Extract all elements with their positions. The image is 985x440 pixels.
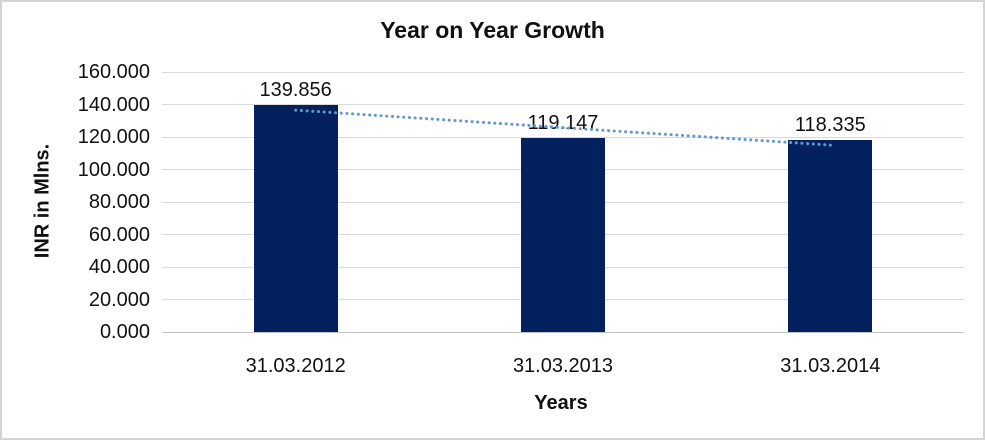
bar-value-label: 118.335 [794,113,866,136]
y-tick-label: 160.000 [77,61,150,83]
bar-31.03.2014 [788,139,873,332]
bar-31.03.2013 [521,138,605,332]
gridline [162,71,964,73]
y-tick-label: 140.000 [77,93,150,116]
y-tick-label: 100.000 [77,158,150,181]
x-tick-label: 31.03.2014 [780,355,881,377]
gridline [162,104,964,105]
chart-title: Year on Year Growth [380,17,605,43]
bar-value-label: 139.856 [259,78,332,101]
bar-31.03.2012 [253,104,338,332]
x-axis-title: Years [534,392,588,414]
y-tick-label: 40.000 [88,256,150,278]
plot-area: 139.856 119.147 118.335 [162,71,964,333]
y-tick-label: 120.000 [77,126,150,148]
y-tick-label: 20.000 [88,288,150,311]
y-tick-label: 60.000 [88,223,150,246]
x-tick-label: 31.03.2012 [245,355,346,377]
y-tick-label: 80.000 [88,191,150,213]
bar-value-label: 119.147 [527,112,599,135]
x-tick-label: 31.03.2013 [512,355,614,377]
x-axis-line [162,331,964,333]
y-tick-label: 0.000 [99,321,150,343]
